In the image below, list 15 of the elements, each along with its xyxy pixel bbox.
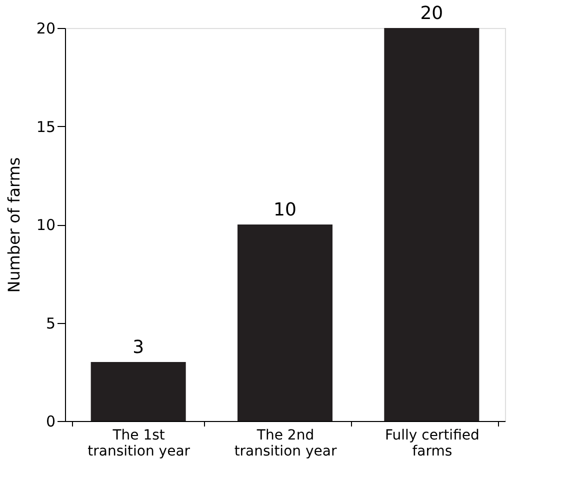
data-label: 20 <box>420 3 444 24</box>
bar <box>384 28 480 421</box>
y-tick-label: 5 <box>46 314 56 332</box>
y-tick-label: 0 <box>46 412 56 430</box>
data-label: 10 <box>274 200 296 220</box>
x-tick-label: The 2nd transition year <box>234 428 337 460</box>
x-tick-label: The 1st transition year <box>88 428 190 460</box>
y-tick-label: 20 <box>36 20 56 38</box>
x-tick-label: Fully certified farms <box>384 428 480 460</box>
y-tick-label: 15 <box>36 118 56 136</box>
bar <box>90 362 186 421</box>
bar <box>238 224 332 421</box>
y-axis-title: Number of farms <box>4 157 24 293</box>
data-label: 3 <box>132 337 144 358</box>
y-tick-label: 10 <box>36 216 56 234</box>
